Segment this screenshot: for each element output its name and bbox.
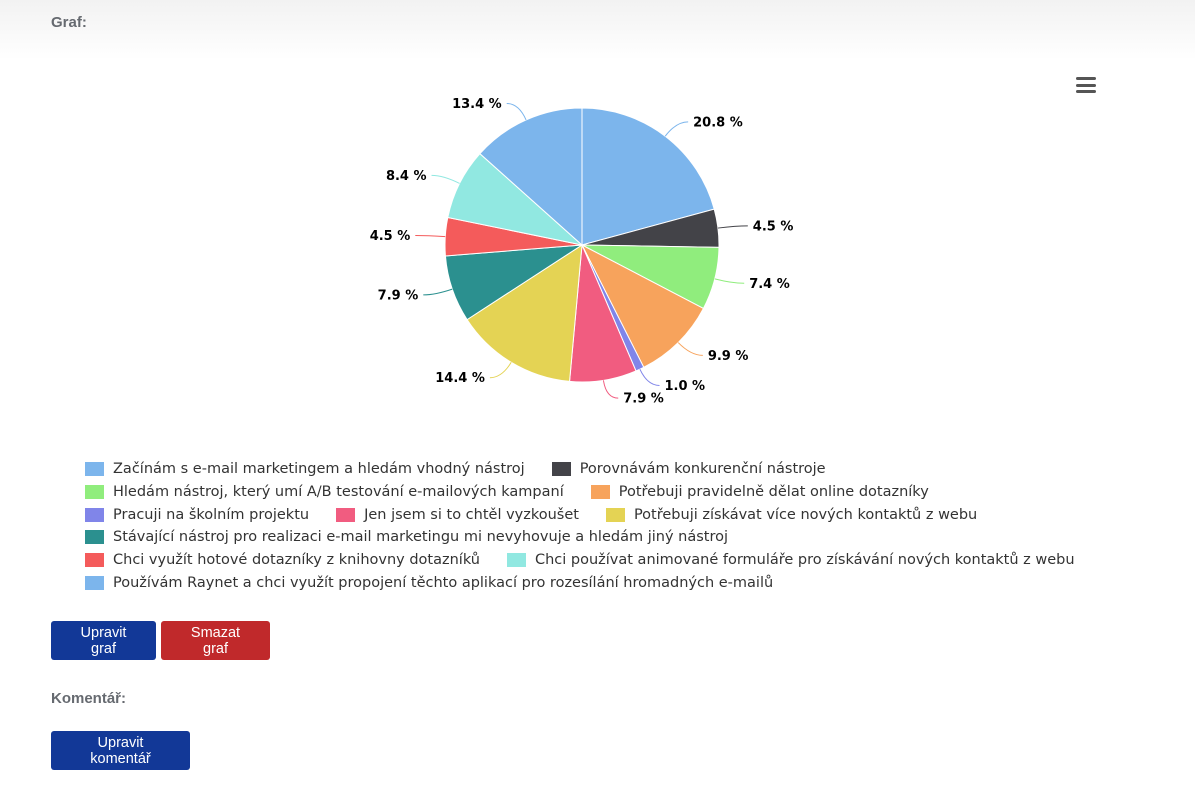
data-label-11: 13.4 % [452,97,502,112]
legend-label: Potřebuji pravidelně dělat online dotazn… [618,484,929,501]
data-label-2: 4.5 % [753,219,794,234]
top-shade [0,0,1195,60]
connector-line-11 [506,103,527,121]
data-label-6: 7.9 % [623,392,664,407]
connector-line-6 [602,380,619,399]
connector-line-8 [423,288,453,296]
data-label-3: 7.4 % [749,277,790,292]
connector-line-1 [664,121,689,137]
legend-item-2[interactable]: Porovnávám konkurenční nástroje [551,461,826,478]
legend-item-5[interactable]: Pracuji na školním projektu [85,507,309,523]
legend-row: Začínám s e-mail marketingem a hledám vh… [85,458,1125,481]
connector-line-2 [717,225,748,229]
legend-row: Hledám nástroj, který umí A/B testování … [85,481,1125,504]
legend-label: Chci využít hotové dotazníky z knihovny … [113,552,480,569]
legend-item-3[interactable]: Hledám nástroj, který umí A/B testování … [85,484,564,500]
data-label-9: 4.5 % [370,229,411,244]
connector-line-4 [677,342,703,356]
connector-line-3 [714,278,745,284]
data-label-5: 1.0 % [664,379,705,394]
data-label-7: 14.4 % [435,371,485,386]
legend-swatch [605,507,625,522]
connector-line-10 [431,174,460,184]
legend-swatch [590,485,610,500]
legend-swatch [85,462,104,477]
graph-section-label: Graf: [51,14,87,31]
legend-label: Pracuji na školním projektu [113,506,310,523]
legend-swatch [85,553,104,568]
pie-slice-1[interactable] [581,107,715,246]
legend-label: Chci používat animované formuláře pro zí… [534,552,1075,569]
chart-legend: Začínám s e-mail marketingem a hledám vh… [85,458,1125,594]
legend-item-4[interactable]: Potřebuji pravidelně dělat online dotazn… [590,484,929,501]
legend-item-1[interactable]: Začínám s e-mail marketingem a hledám vh… [85,461,525,477]
legend-swatch [551,462,571,477]
legend-row: Stávající nástroj pro realizaci e-mail m… [85,526,1125,549]
legend-swatch [85,530,104,545]
legend-label: Začínám s e-mail marketingem a hledám vh… [113,461,525,478]
legend-label: Porovnávám konkurenční nástroje [579,461,826,478]
legend-swatch [506,553,526,568]
data-label-10: 8.4 % [386,169,427,184]
legend-swatch [85,575,104,590]
legend-item-9[interactable]: Chci využít hotové dotazníky z knihovny … [85,552,480,568]
legend-label: Potřebuji získávat více nových kontaktů … [633,506,978,523]
pie-slice-7[interactable] [466,244,583,382]
legend-row: Chci využít hotové dotazníky z knihovny … [85,549,1125,572]
legend-swatch [336,507,356,522]
connector-line-5 [639,368,660,386]
edit-comment-button[interactable]: Upravit komentář [51,731,190,770]
legend-item-8[interactable]: Stávající nástroj pro realizaci e-mail m… [85,529,728,545]
comment-section-label: Komentář: [51,690,127,707]
data-label-8: 7.9 % [378,288,419,303]
legend-label: Používám Raynet a chci využít propojení … [113,574,774,591]
legend-label: Stávající nástroj pro realizaci e-mail m… [113,529,729,546]
connector-line-7 [489,362,512,379]
pie-chart: 20.8 %4.5 %7.4 %9.9 %1.0 %7.9 %14.4 %7.9… [370,97,794,407]
legend-label: Hledám nástroj, který umí A/B testování … [113,484,564,501]
legend-item-10[interactable]: Chci používat animované formuláře pro zí… [506,552,1075,569]
hamburger-menu-icon[interactable] [1074,74,1098,96]
legend-swatch [85,485,104,500]
legend-label: Jen jsem si to chtěl vyzkoušet [364,506,579,523]
data-label-4: 9.9 % [708,349,749,364]
legend-row: Pracuji na školním projektu Jen jsem si t… [85,503,1125,526]
legend-item-6[interactable]: Jen jsem si to chtěl vyzkoušet [336,507,579,523]
pie-slice-4[interactable] [580,243,705,368]
data-label-1: 20.8 % [693,115,743,130]
connector-line-9 [415,235,446,238]
delete-chart-button[interactable]: Smazat graf [161,621,270,660]
legend-swatch [85,507,104,522]
legend-item-7[interactable]: Potřebuji získávat více nových kontaktů … [605,506,978,523]
legend-row: Používám Raynet a chci využít propojení … [85,571,1125,594]
legend-item-11[interactable]: Používám Raynet a chci využít propojení … [85,575,773,591]
edit-chart-button[interactable]: Upravit graf [51,621,156,660]
